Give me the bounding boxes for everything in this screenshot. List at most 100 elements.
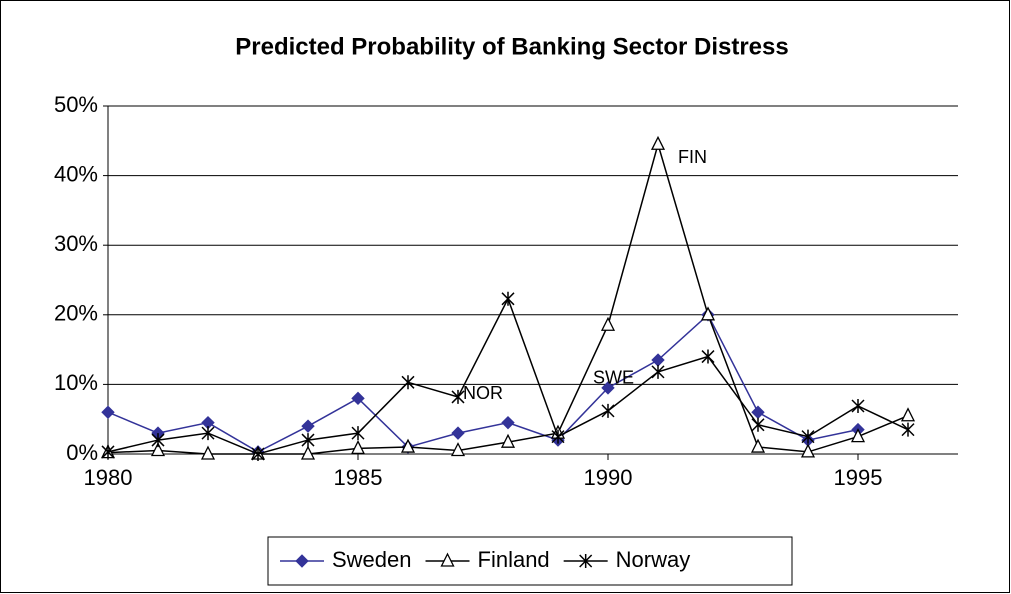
marker-triangle	[900, 407, 916, 422]
marker-diamond	[101, 405, 115, 419]
x-tick-label: 1990	[584, 465, 633, 490]
y-tick-label: 10%	[54, 370, 98, 395]
marker-shape	[101, 444, 115, 459]
marker-shape	[801, 429, 815, 444]
marker-triangle	[650, 135, 666, 150]
marker-shape	[551, 429, 565, 444]
marker-shape	[500, 433, 516, 448]
marker-triangle	[300, 445, 316, 460]
marker-shape	[300, 445, 316, 460]
marker-shape	[751, 417, 765, 432]
marker-asterisk	[351, 426, 365, 441]
marker-asterisk	[851, 398, 865, 413]
marker-shape	[451, 389, 465, 404]
marker-shape	[651, 364, 665, 379]
marker-triangle	[750, 438, 766, 453]
marker-shape	[900, 407, 916, 422]
marker-triangle	[200, 445, 216, 460]
marker-shape	[901, 422, 915, 437]
marker-asterisk	[501, 291, 515, 306]
annotation: NOR	[463, 383, 503, 403]
marker-asterisk	[701, 349, 715, 364]
marker-asterisk	[101, 444, 115, 459]
marker-shape	[200, 445, 216, 460]
y-tick-label: 0%	[66, 440, 98, 465]
legend-label: Finland	[478, 547, 550, 572]
marker-shape	[501, 415, 515, 430]
marker-asterisk	[551, 429, 565, 444]
marker-shape	[295, 554, 309, 568]
marker-asterisk	[451, 389, 465, 404]
marker-shape	[701, 349, 715, 364]
marker-shape	[101, 405, 115, 419]
marker-triangle	[850, 428, 866, 443]
marker-triangle	[700, 306, 716, 321]
marker-shape	[700, 306, 716, 321]
x-tick-label: 1985	[334, 465, 383, 490]
marker-diamond	[301, 419, 315, 433]
marker-shape	[440, 552, 455, 567]
marker-shape	[501, 291, 515, 306]
marker-asterisk	[301, 433, 315, 448]
annotation: FIN	[678, 147, 707, 167]
marker-shape	[351, 391, 365, 406]
marker-triangle	[400, 438, 416, 453]
marker-triangle	[440, 552, 455, 567]
y-tick-label: 20%	[54, 301, 98, 326]
marker-shape	[800, 443, 816, 458]
marker-shape	[850, 428, 866, 443]
y-tick-label: 50%	[54, 92, 98, 117]
x-tick-label: 1980	[84, 465, 133, 490]
marker-triangle	[800, 443, 816, 458]
legend: Sweden Finland Norway	[267, 536, 793, 586]
legend-box	[267, 536, 793, 586]
marker-shape	[201, 426, 215, 441]
marker-triangle	[150, 442, 166, 457]
marker-shape	[301, 433, 315, 448]
marker-triangle	[450, 442, 466, 457]
series-line	[107, 313, 859, 453]
marker-diamond	[601, 381, 615, 395]
marker-shape	[350, 439, 366, 455]
marker-diamond	[501, 415, 515, 430]
marker-shape	[650, 135, 666, 150]
marker-shape	[351, 426, 365, 441]
marker-asterisk	[601, 403, 615, 418]
marker-shape	[451, 426, 465, 440]
marker-asterisk	[579, 554, 593, 568]
marker-shape	[579, 554, 593, 568]
marker-shape	[750, 438, 766, 453]
marker-shape	[150, 442, 166, 457]
marker-asterisk	[901, 422, 915, 437]
marker-triangle	[350, 439, 366, 455]
marker-shape	[601, 403, 615, 418]
y-tick-label: 30%	[54, 231, 98, 256]
marker-asterisk	[801, 429, 815, 444]
marker-shape	[151, 433, 165, 448]
marker-asterisk	[201, 426, 215, 441]
marker-shape	[401, 375, 415, 390]
marker-asterisk	[151, 433, 165, 448]
marker-asterisk	[651, 364, 665, 379]
marker-shape	[251, 447, 265, 461]
marker-diamond	[295, 554, 309, 568]
annotation: SWE	[593, 368, 634, 388]
x-tick-label: 1995	[834, 465, 883, 490]
marker-triangle	[600, 316, 616, 331]
chart-title: Predicted Probability of Banking Sector …	[235, 33, 788, 60]
y-tick-label: 40%	[54, 161, 98, 186]
plot-area	[108, 106, 958, 454]
marker-shape	[851, 398, 865, 413]
marker-shape	[400, 438, 416, 453]
legend-label: Sweden	[332, 547, 412, 572]
marker-asterisk	[751, 417, 765, 432]
legend-label: Norway	[616, 547, 691, 572]
marker-shape	[600, 316, 616, 331]
marker-triangle	[500, 433, 516, 448]
marker-asterisk	[251, 447, 265, 461]
marker-shape	[601, 381, 615, 395]
marker-shape	[450, 442, 466, 457]
marker-asterisk	[401, 375, 415, 390]
marker-shape	[301, 419, 315, 433]
